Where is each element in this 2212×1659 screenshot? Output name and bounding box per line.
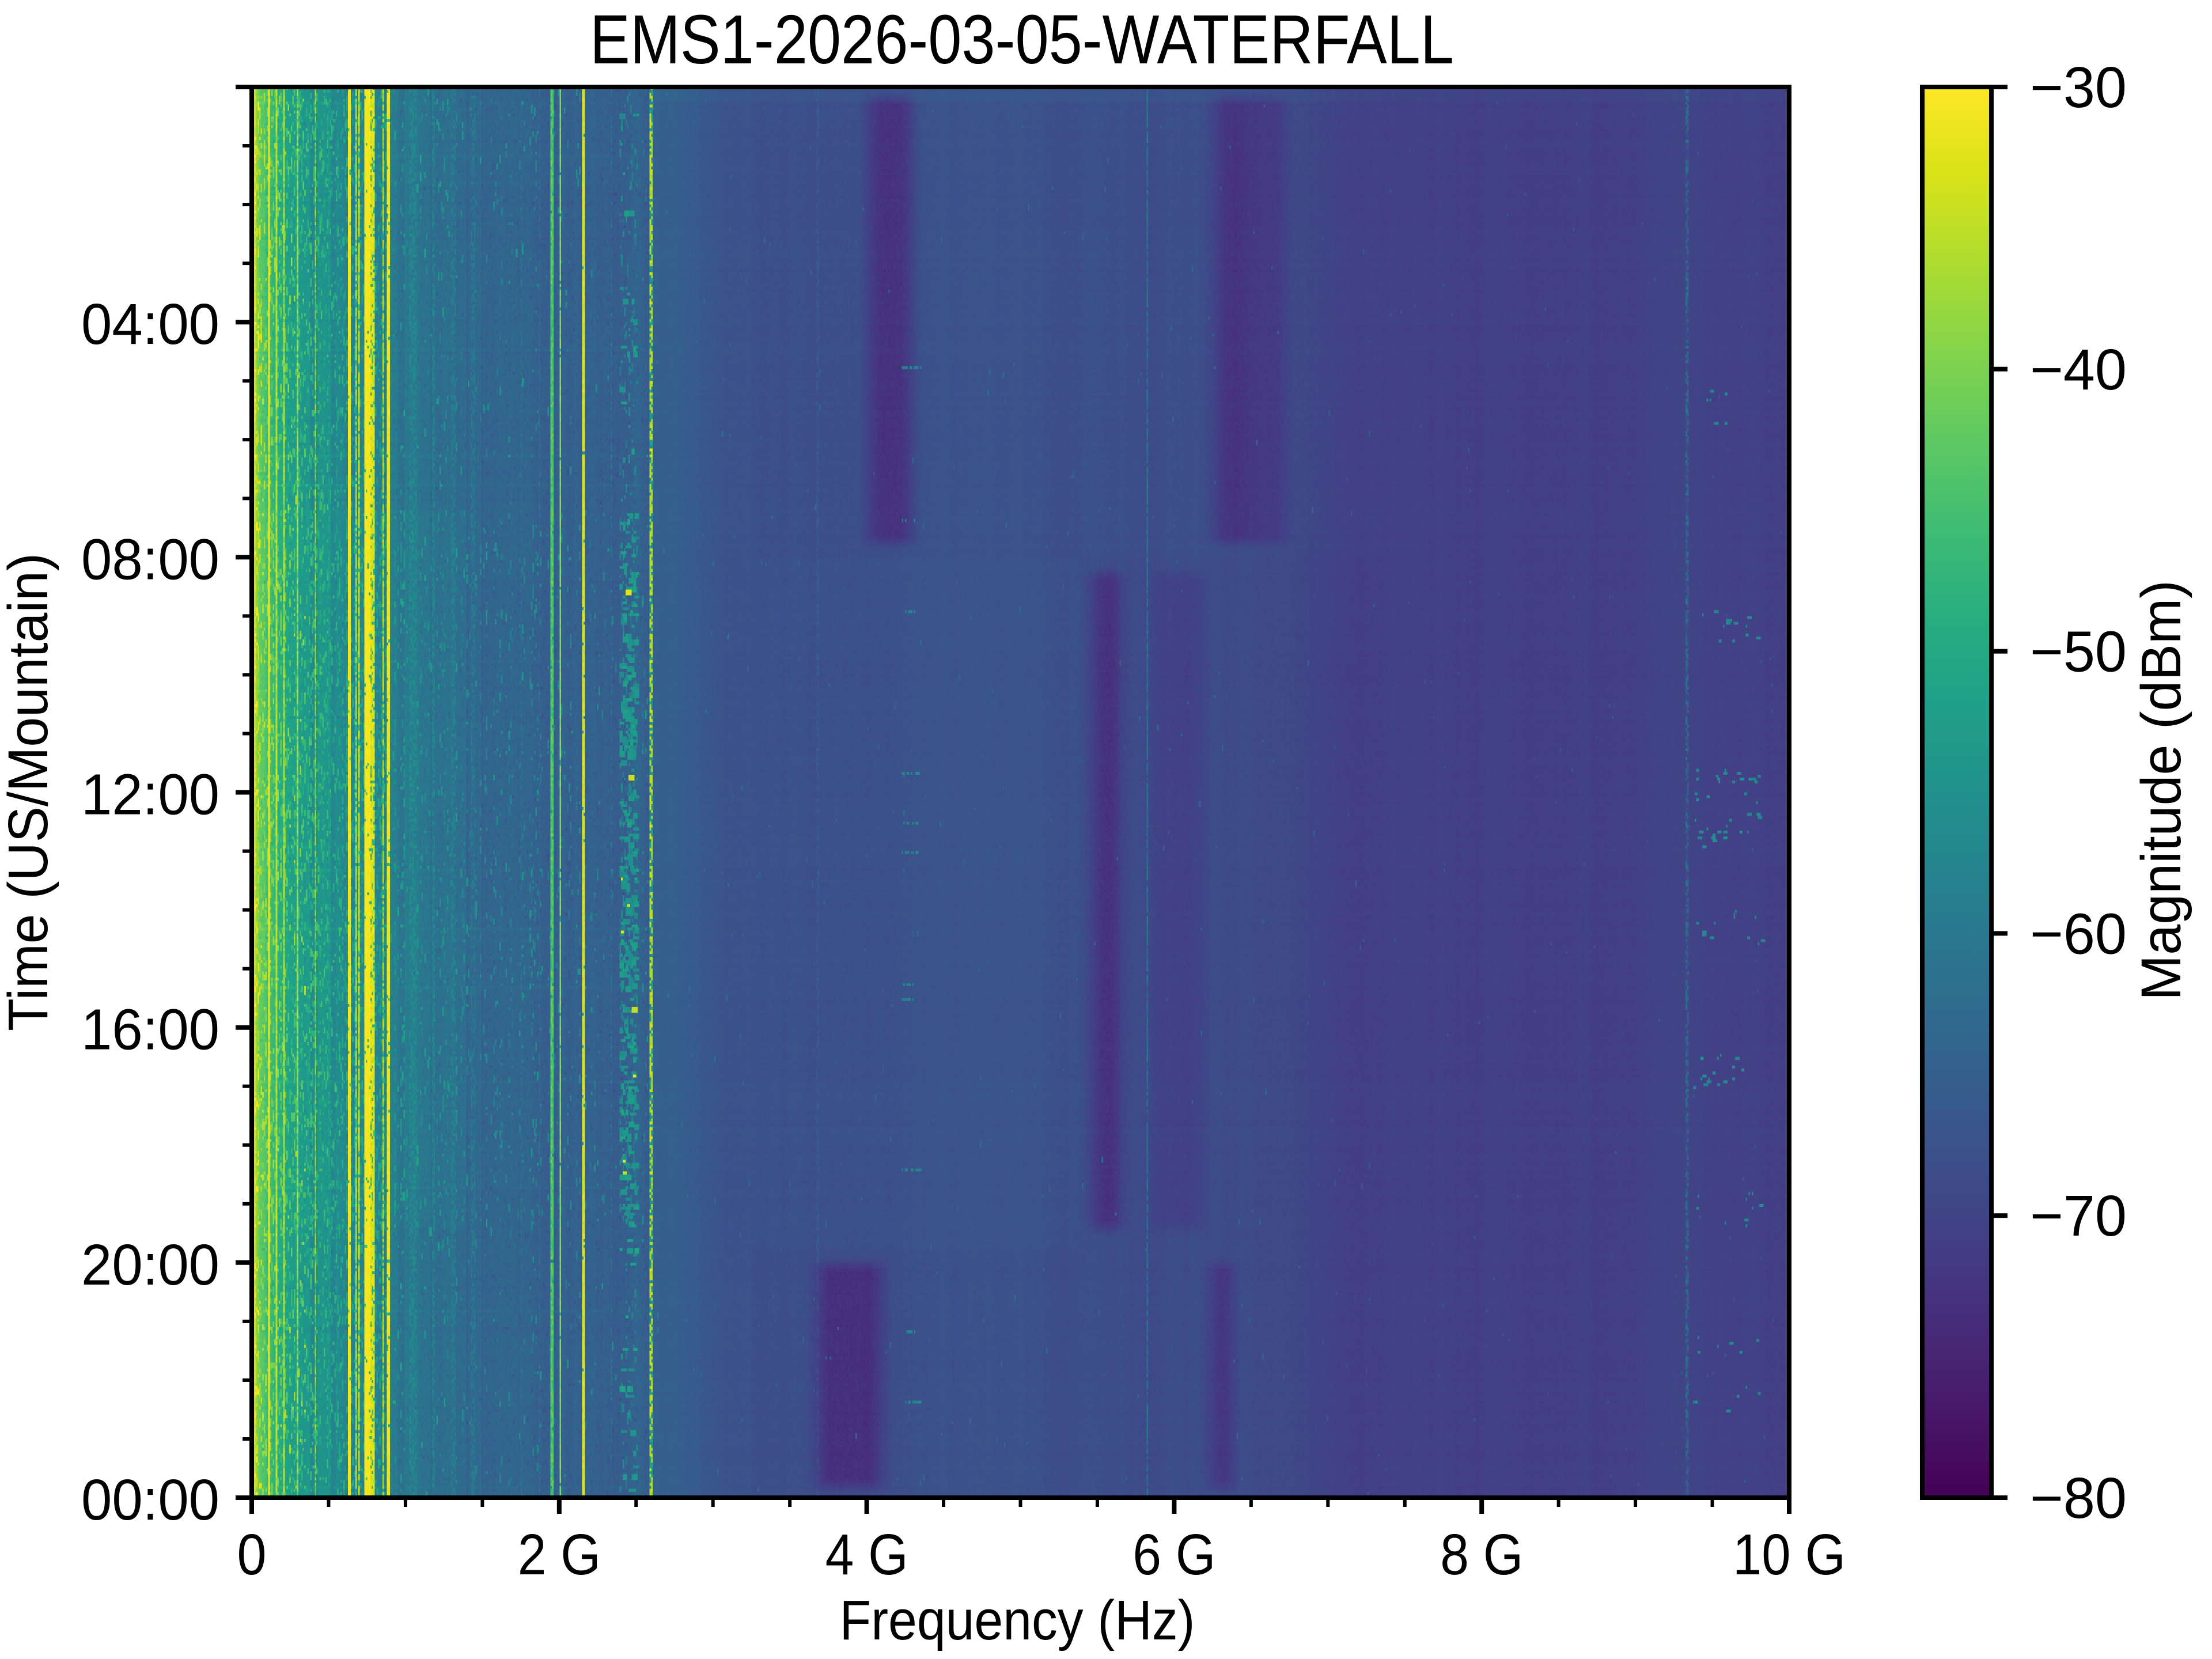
svg-text:16:00: 16:00 xyxy=(81,998,219,1062)
svg-text:6 G: 6 G xyxy=(1132,1522,1215,1587)
svg-text:−70: −70 xyxy=(2030,1184,2127,1248)
svg-text:12:00: 12:00 xyxy=(81,763,219,827)
svg-text:−80: −80 xyxy=(2030,1466,2127,1531)
svg-text:00:00: 00:00 xyxy=(81,1468,219,1532)
svg-text:−50: −50 xyxy=(2030,620,2127,684)
svg-text:−60: −60 xyxy=(2030,902,2127,966)
svg-text:4 G: 4 G xyxy=(825,1522,908,1587)
svg-text:−30: −30 xyxy=(2030,55,2127,120)
svg-text:EMS1-2026-03-05-WATERFALL: EMS1-2026-03-05-WATERFALL xyxy=(590,0,1454,78)
svg-text:10 G: 10 G xyxy=(1733,1522,1846,1587)
svg-text:Frequency (Hz): Frequency (Hz) xyxy=(840,1589,1195,1652)
svg-text:04:00: 04:00 xyxy=(81,292,219,357)
svg-text:0: 0 xyxy=(237,1522,267,1587)
svg-text:20:00: 20:00 xyxy=(81,1233,219,1297)
svg-text:Time (US/Mountain): Time (US/Mountain) xyxy=(0,553,59,1031)
svg-text:8 G: 8 G xyxy=(1440,1522,1523,1587)
svg-text:08:00: 08:00 xyxy=(81,527,219,592)
svg-text:Magnitude (dBm): Magnitude (dBm) xyxy=(2130,580,2192,1001)
svg-text:−40: −40 xyxy=(2030,338,2127,402)
svg-text:2 G: 2 G xyxy=(518,1522,601,1587)
